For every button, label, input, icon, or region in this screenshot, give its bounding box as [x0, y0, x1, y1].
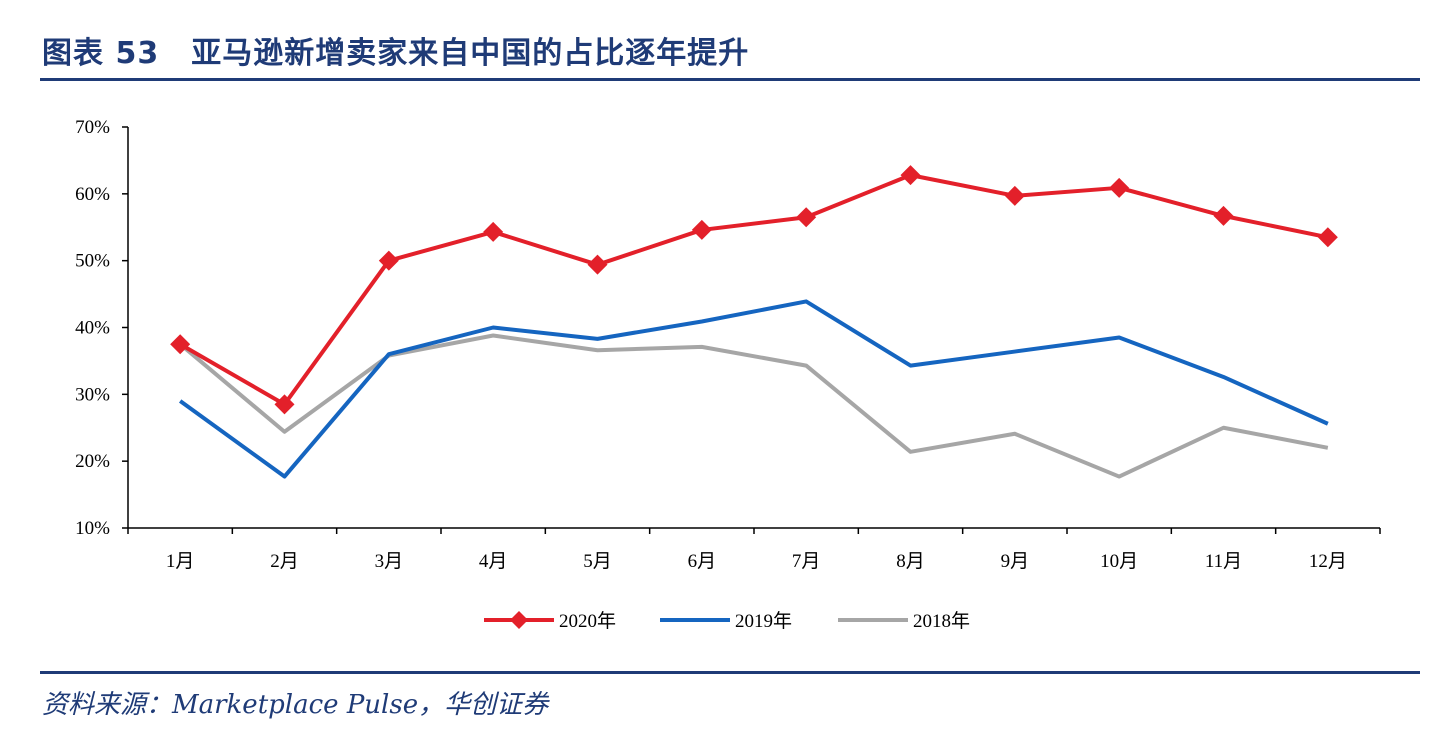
- data-point-marker: [691, 219, 712, 240]
- y-tick-label: 40%: [75, 318, 110, 339]
- figure-number: 图表 53: [42, 36, 160, 71]
- y-tick-label: 10%: [75, 518, 110, 539]
- x-tick-label: 6月: [688, 551, 717, 572]
- chart-axes: 10% 20% 30% 40% 50% 60% 70% 1月 2月 3月 4月 5月 6月 7月 8月 9月 1…: [75, 117, 1381, 572]
- data-point-marker: [1317, 227, 1338, 248]
- data-point-marker: [483, 221, 504, 242]
- bottom-divider: [40, 671, 1420, 674]
- data-point-marker: [378, 250, 399, 271]
- data-point-marker: [796, 207, 817, 228]
- figure-header: 图表 53 亚马逊新增卖家来自中国的占比逐年提升: [40, 14, 1420, 80]
- chart-legend: 2020年 2019年 2018年: [484, 610, 970, 632]
- legend-swatch-marker: [510, 611, 528, 629]
- data-point-marker: [1004, 185, 1025, 206]
- data-point-marker: [170, 334, 191, 355]
- legend-label: 2018年: [913, 610, 970, 632]
- data-point-marker: [900, 165, 921, 186]
- legend-label: 2020年: [559, 610, 616, 632]
- y-tick-label: 20%: [75, 451, 110, 472]
- source-note: 资料来源：Marketplace Pulse，华创证券: [42, 690, 549, 720]
- data-point-marker: [1109, 177, 1130, 198]
- y-tick-label: 30%: [75, 384, 110, 405]
- x-tick-label: 10月: [1100, 551, 1138, 572]
- y-tick-label: 60%: [75, 184, 110, 205]
- x-tick-label: 9月: [1001, 551, 1030, 572]
- x-tick-label: 1月: [166, 551, 195, 572]
- y-tick-label: 50%: [75, 251, 110, 272]
- x-tick-label: 2月: [270, 551, 299, 572]
- series-line-2018年: [178, 333, 1329, 479]
- y-tick-label: 70%: [75, 117, 110, 138]
- figure-title: 图表 53 亚马逊新增卖家来自中国的占比逐年提升: [42, 28, 749, 72]
- x-tick-label: 3月: [375, 551, 404, 572]
- x-tick-label: 7月: [792, 551, 821, 572]
- figure-title-text: 亚马逊新增卖家来自中国的占比逐年提升: [191, 36, 750, 71]
- series-line-2020年: [179, 173, 1329, 407]
- series-line-2019年: [178, 299, 1329, 479]
- data-point-marker: [587, 254, 608, 275]
- x-tick-label: 12月: [1309, 551, 1347, 572]
- x-tick-label: 5月: [583, 551, 612, 572]
- data-point-marker: [274, 394, 295, 415]
- x-tick-label: 11月: [1205, 551, 1242, 572]
- x-tick-label: 8月: [896, 551, 925, 572]
- chart-series: [170, 165, 1338, 479]
- x-tick-label: 4月: [479, 551, 508, 572]
- legend-label: 2019年: [735, 610, 792, 632]
- top-divider: [40, 78, 1420, 81]
- data-point-marker: [1213, 205, 1234, 226]
